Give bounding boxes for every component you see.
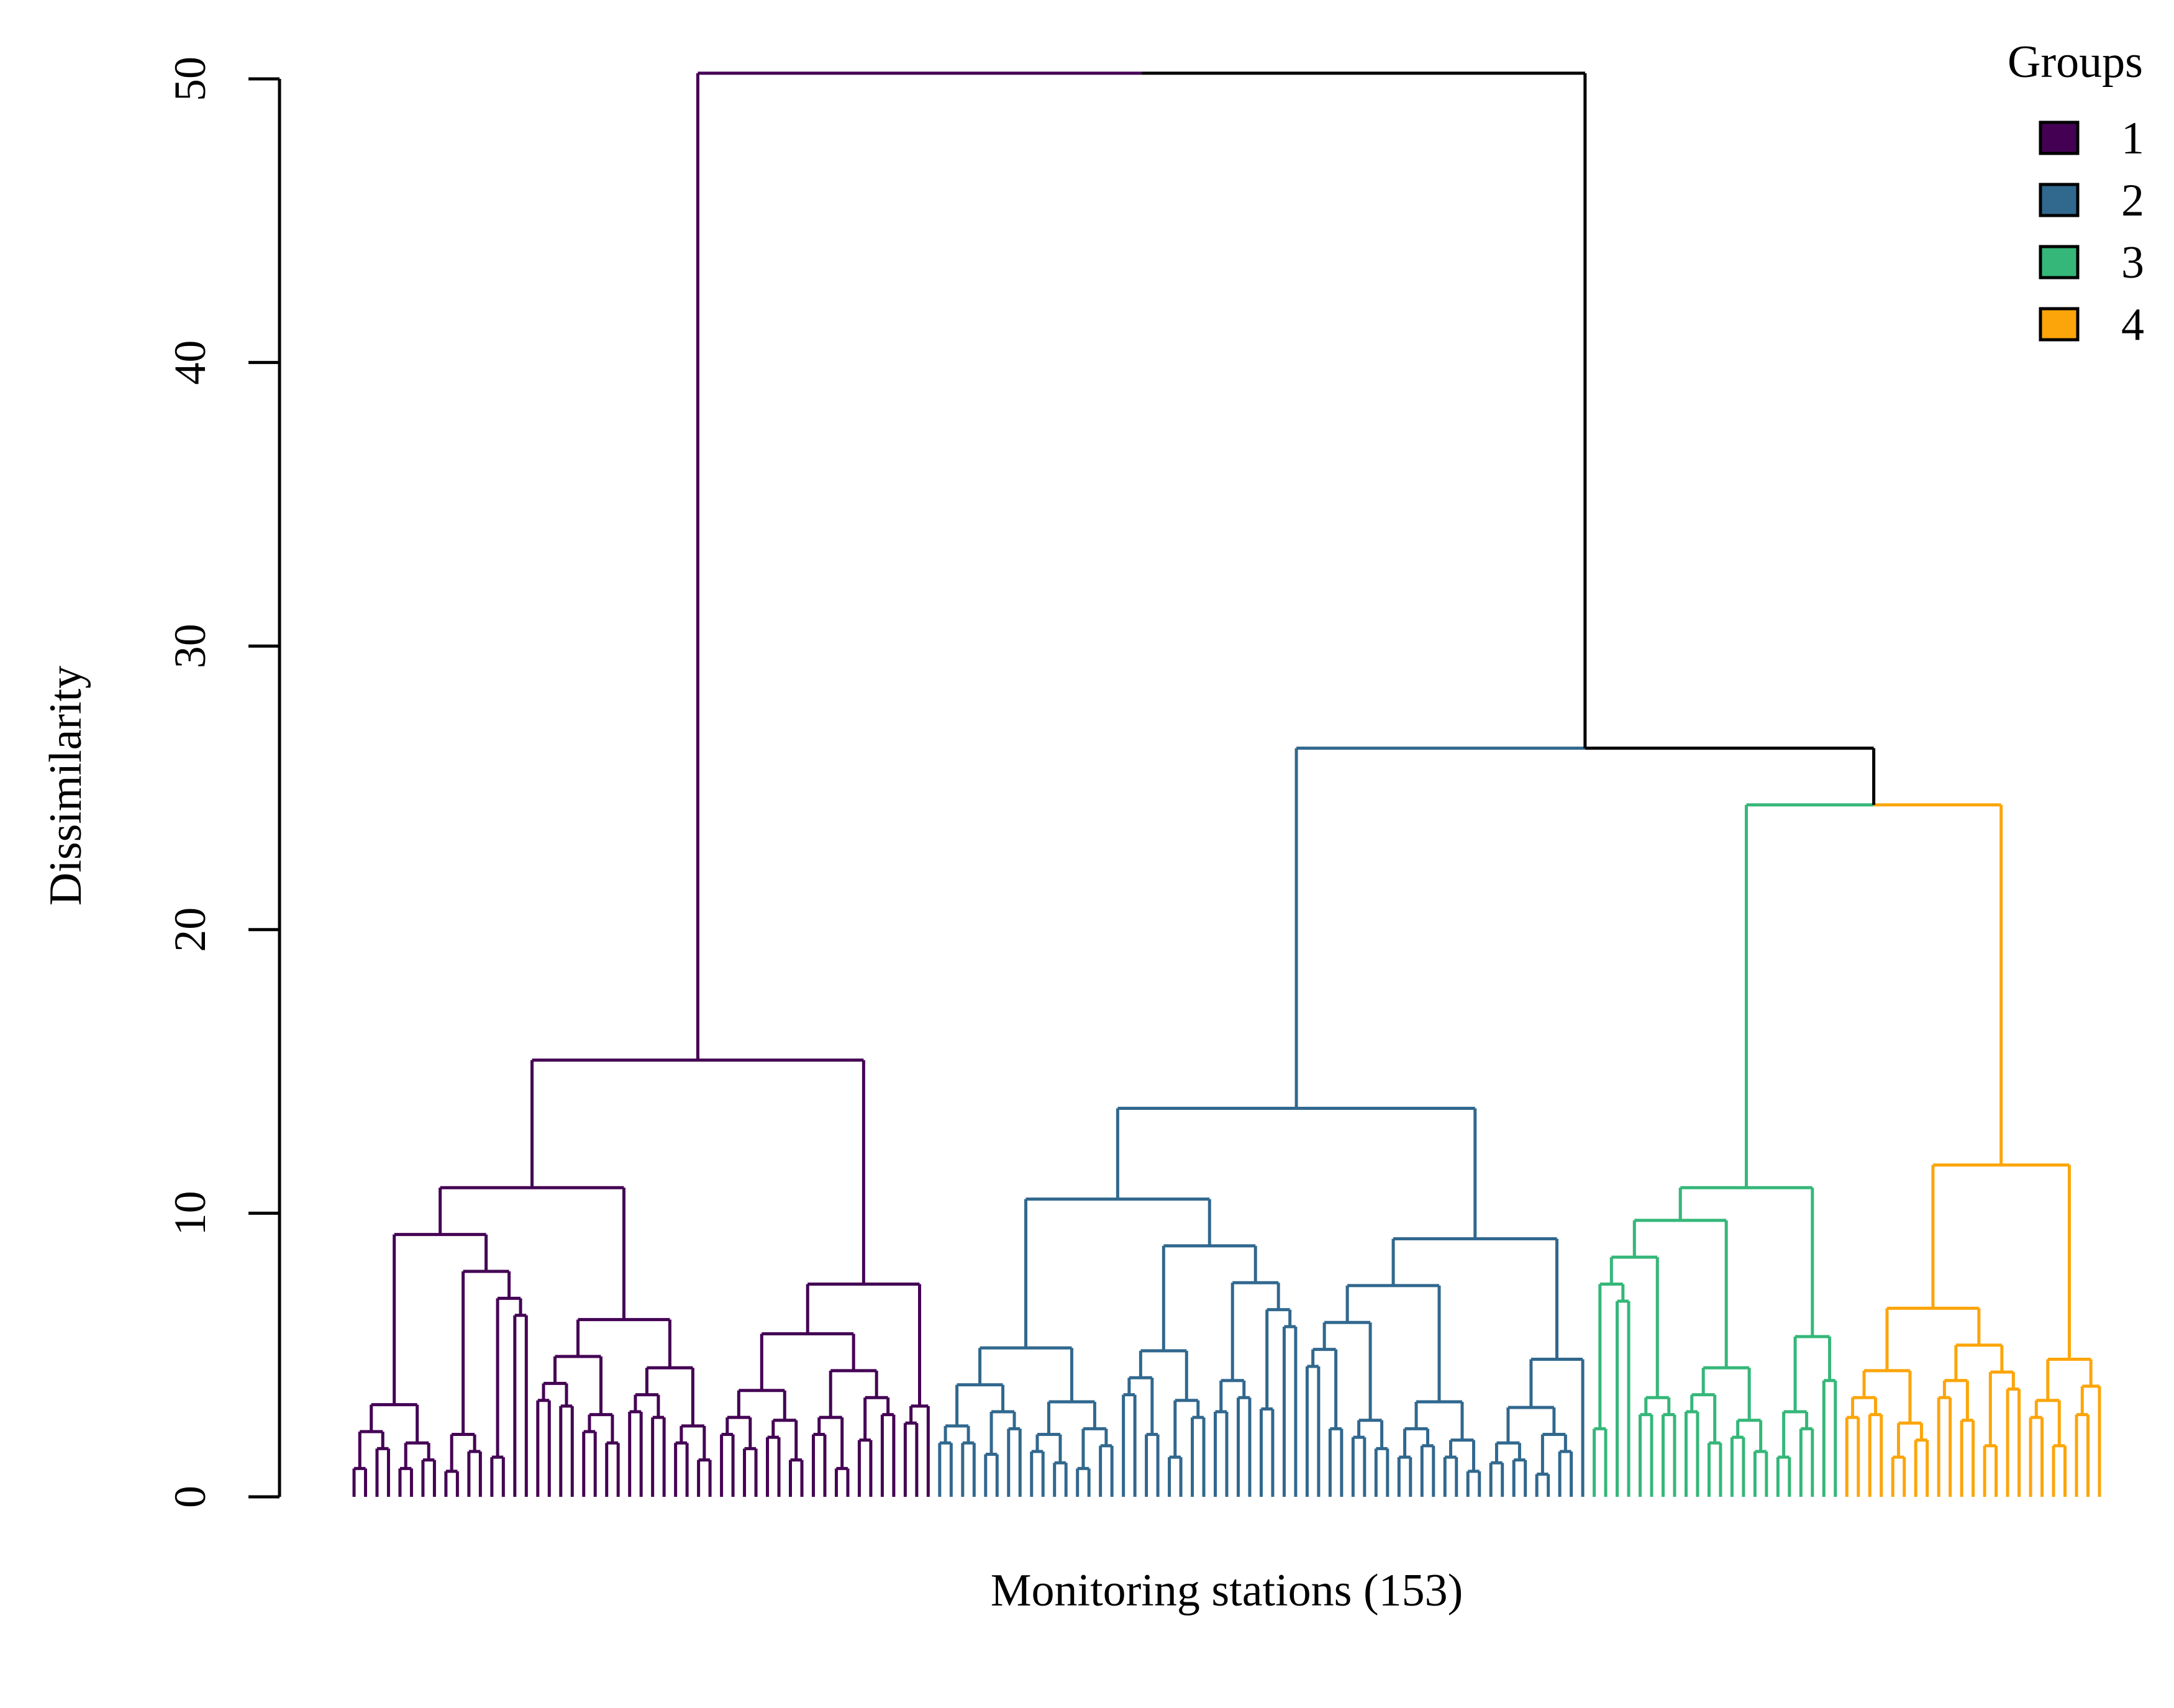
y-tick-label: 40 xyxy=(165,340,215,385)
y-tick-label: 10 xyxy=(165,1191,215,1235)
y-tick-label: 30 xyxy=(165,624,215,668)
legend-label-4: 4 xyxy=(2121,299,2144,350)
y-tick-label: 0 xyxy=(165,1486,215,1508)
legend-label-1: 1 xyxy=(2121,113,2144,164)
legend-swatch-1 xyxy=(2039,120,2080,155)
legend-swatch-4 xyxy=(2039,307,2080,342)
legend-title: Groups xyxy=(2008,37,2143,88)
legend-label-2: 2 xyxy=(2121,175,2144,226)
legend: Groups 1 2 3 4 xyxy=(2008,37,2144,350)
y-tick-label: 50 xyxy=(165,57,215,101)
x-axis-title: Monitoring stations (153) xyxy=(991,1565,1463,1616)
y-axis-title: Dissimilarity xyxy=(40,666,91,906)
legend-label-3: 3 xyxy=(2121,237,2144,288)
legend-swatch-3 xyxy=(2039,245,2080,279)
legend-swatch-2 xyxy=(2039,183,2080,217)
y-axis: 0 10 20 30 40 50 xyxy=(165,57,281,1508)
dendrogram-links xyxy=(352,71,2101,1497)
y-tick-label: 20 xyxy=(165,907,215,952)
